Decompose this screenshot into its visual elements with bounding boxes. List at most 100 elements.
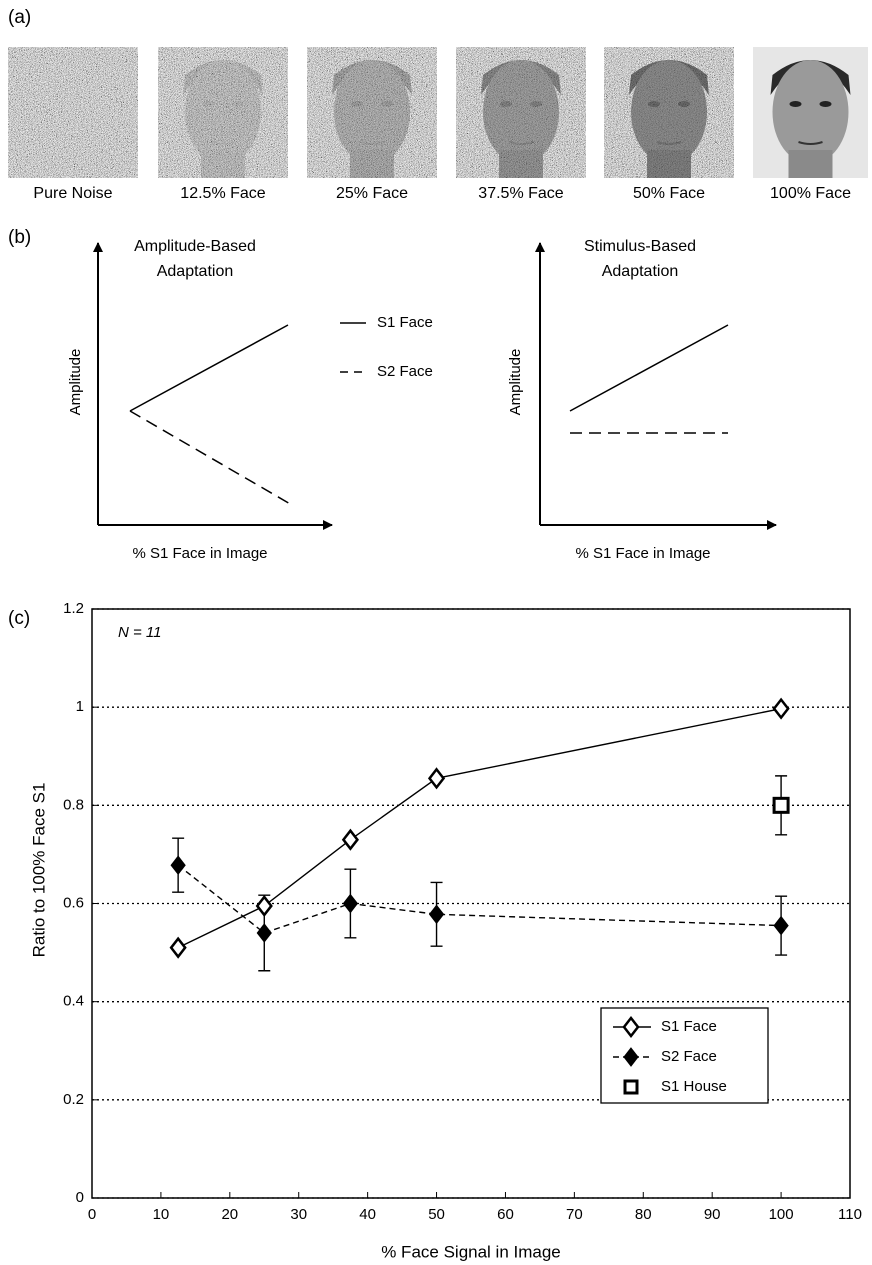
eye <box>232 101 244 107</box>
x-tick-label: 90 <box>704 1206 721 1223</box>
eye <box>202 101 214 107</box>
marker <box>256 923 272 943</box>
stimulus-image <box>307 47 437 178</box>
y-tick-label: 1.2 <box>63 600 84 617</box>
x-tick-label: 10 <box>153 1206 170 1223</box>
axis-label: % S1 Face in Image <box>575 545 710 562</box>
eye <box>789 101 802 107</box>
hair <box>183 60 263 95</box>
eye <box>381 101 393 107</box>
marker <box>342 893 359 914</box>
face <box>332 60 412 178</box>
face-shape <box>772 60 849 164</box>
mouth <box>508 141 534 145</box>
eye <box>819 101 832 107</box>
legend-label: S2 Face <box>661 1048 717 1065</box>
image-caption: Pure Noise <box>33 185 112 202</box>
mouth <box>656 141 682 145</box>
x-tick-label: 60 <box>497 1206 514 1223</box>
marker <box>772 697 790 720</box>
image-caption: 100% Face <box>770 185 851 202</box>
stimulus-image <box>604 47 734 178</box>
x-tick-label: 20 <box>221 1206 238 1223</box>
series-line <box>177 864 782 934</box>
noise <box>456 47 586 178</box>
schematic-left <box>93 242 333 530</box>
eye <box>530 101 542 107</box>
schematic-title: Adaptation <box>157 263 234 280</box>
x-tick-label: 30 <box>290 1206 307 1223</box>
axis-label: Amplitude <box>67 349 84 416</box>
x-tick-label: 40 <box>359 1206 376 1223</box>
mouth <box>359 141 385 145</box>
noise <box>8 47 138 178</box>
eye <box>351 101 363 107</box>
x-tick-label: 70 <box>566 1206 583 1223</box>
marker <box>772 796 790 814</box>
stimulus-image <box>158 47 288 178</box>
axis-label: Amplitude <box>507 349 524 416</box>
legend-symbol <box>623 1079 639 1095</box>
schematic-title: Stimulus-Based <box>584 238 696 255</box>
x-axis-label: % Face Signal in Image <box>381 1242 561 1261</box>
face <box>481 60 561 178</box>
marker <box>255 894 273 917</box>
y-tick-label: 0 <box>76 1189 84 1206</box>
panel-label: (b) <box>8 227 31 248</box>
schematic-title: Adaptation <box>602 263 679 280</box>
schematic-legend: S1 Face S2 Face <box>340 314 433 380</box>
stimulus-image <box>753 47 868 178</box>
x-tick-label: 80 <box>635 1206 652 1223</box>
axis-label: % S1 Face in Image <box>132 545 267 562</box>
y-tick-label: 1 <box>76 698 84 715</box>
legend-label: S2 Face <box>377 363 433 380</box>
y-tick-label: 0.4 <box>63 993 84 1010</box>
neck <box>350 150 394 178</box>
mouth <box>798 141 823 145</box>
annotation: N = 11 <box>118 624 162 641</box>
x-tick-label: 100 <box>769 1206 794 1223</box>
schematic-right <box>535 242 777 530</box>
stimulus-row: Pure Noise 12.5% Face 25% Face 37.5% Face 50… <box>8 47 868 202</box>
legend-symbol <box>623 1047 639 1067</box>
noise <box>307 47 437 178</box>
x-tick-label: 50 <box>428 1206 445 1223</box>
image-caption: 25% Face <box>336 185 408 202</box>
marker <box>773 915 789 936</box>
legend-label: S1 Face <box>661 1018 717 1035</box>
face <box>183 60 263 178</box>
hair <box>332 60 412 95</box>
x-tick-label: 0 <box>88 1206 96 1223</box>
panel-label: (c) <box>8 608 30 629</box>
neck <box>499 150 543 178</box>
marker <box>427 767 446 790</box>
eye <box>678 101 690 107</box>
neck <box>788 150 833 178</box>
face-shape <box>334 60 410 164</box>
series-line <box>177 707 782 949</box>
image-caption: 12.5% Face <box>180 185 265 202</box>
plot-frame <box>91 608 851 1199</box>
legend-marker <box>623 1047 639 1067</box>
neck <box>201 150 245 178</box>
legend-marker <box>623 1079 639 1095</box>
image-caption: 50% Face <box>633 185 705 202</box>
marker <box>341 828 359 851</box>
panel-label: (a) <box>8 7 31 28</box>
hair <box>481 60 561 95</box>
image-caption: 37.5% Face <box>478 185 563 202</box>
mouth <box>210 141 236 145</box>
eye <box>500 101 512 107</box>
neck <box>647 150 691 178</box>
y-tick-label: 0.2 <box>63 1091 84 1108</box>
y-tick-label: 0.8 <box>63 796 84 813</box>
face-shape <box>631 60 707 164</box>
marker <box>428 904 445 925</box>
legend: S1 Face S2 Face S1 House <box>600 1007 769 1104</box>
face <box>629 60 709 178</box>
stimulus-image <box>8 47 138 178</box>
legend-marker <box>622 1015 640 1039</box>
face <box>770 60 851 178</box>
stimulus-image <box>456 47 586 178</box>
